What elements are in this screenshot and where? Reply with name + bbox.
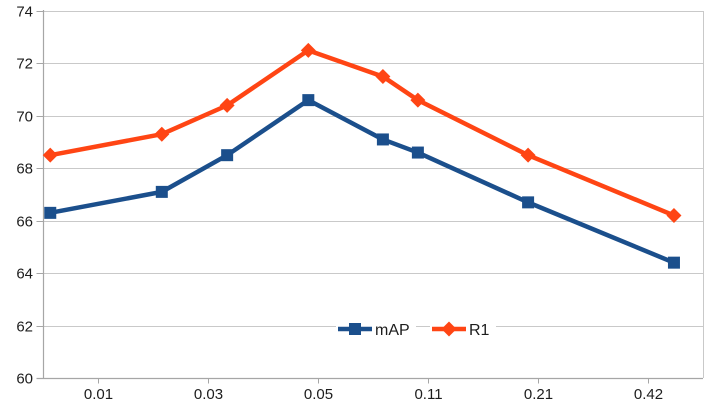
data-point-marker-R1 (666, 207, 682, 223)
y-axis-tick-label: 62 (16, 319, 33, 336)
data-point-marker-mAP (376, 133, 389, 146)
data-point-marker-mAP (221, 149, 234, 162)
data-point-marker-mAP (155, 185, 168, 198)
data-point-marker-mAP (302, 94, 315, 107)
x-axis-tick-label: 0.42 (634, 386, 663, 403)
legend-label-R1: R1 (469, 322, 490, 339)
data-point-marker-R1 (520, 147, 536, 163)
data-point-marker-mAP (44, 206, 57, 219)
y-axis-tick-label: 66 (16, 214, 33, 231)
series-line-mAP (48, 97, 677, 265)
data-point-marker-R1 (154, 126, 170, 142)
data-point-marker-R1 (375, 69, 391, 85)
y-axis-tick-label: 72 (16, 56, 33, 73)
data-point-marker-mAP (411, 146, 424, 159)
legend-label-mAP: mAP (375, 322, 410, 339)
x-axis-tick-label: 0.11 (414, 386, 442, 403)
data-point-marker-R1 (410, 92, 426, 108)
data-point-marker-mAP (522, 196, 535, 209)
x-axis-tick-label: 0.03 (194, 386, 223, 403)
y-axis-tick-label: 74 (16, 4, 33, 21)
legend-marker-R1 (441, 321, 457, 337)
data-point-marker-R1 (42, 147, 58, 163)
legend-marker-mAP (349, 323, 361, 335)
x-axis-tick-label: 0.01 (84, 386, 113, 403)
data-point-marker-mAP (667, 256, 680, 269)
series-line-R1 (48, 48, 677, 218)
y-axis-tick-label: 68 (16, 161, 33, 178)
y-axis-tick-label: 70 (16, 109, 33, 126)
y-axis-tick-label: 64 (16, 266, 33, 283)
data-point-marker-R1 (219, 97, 235, 113)
y-axis-tick-label: 60 (16, 371, 33, 388)
x-axis-tick-label: 0.05 (304, 386, 333, 403)
x-axis-tick-label: 0.21 (524, 386, 553, 403)
data-point-marker-R1 (300, 42, 316, 58)
